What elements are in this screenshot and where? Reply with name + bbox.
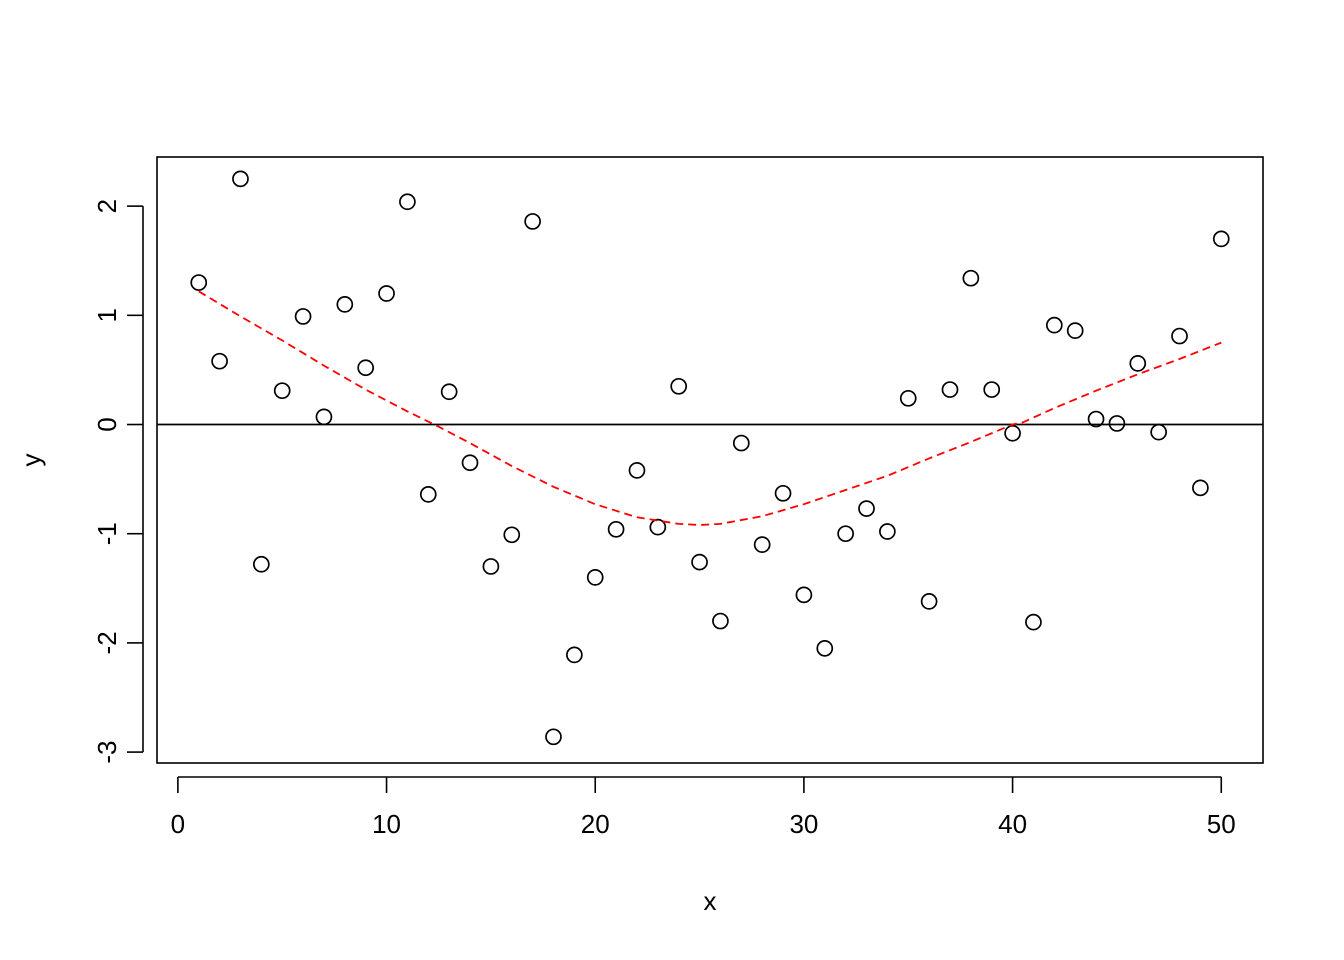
data-point <box>524 213 541 230</box>
data-point <box>1212 230 1230 248</box>
x-axis: 0 10 20 30 40 50 <box>171 776 1236 839</box>
data-point <box>1066 322 1084 339</box>
plot-frame <box>156 156 1264 764</box>
data-point <box>1129 355 1147 372</box>
data-point <box>482 558 500 575</box>
data-point <box>252 555 270 573</box>
data-point <box>232 170 249 188</box>
data-point <box>336 296 354 313</box>
data-point <box>378 285 395 302</box>
data-point <box>503 526 521 544</box>
x-tick-label: 10 <box>372 809 401 839</box>
data-point <box>920 593 938 610</box>
data-point <box>816 640 834 657</box>
data-point <box>712 612 729 630</box>
data-point <box>732 434 750 452</box>
data-point <box>461 454 479 472</box>
data-point <box>670 377 688 395</box>
data-point <box>1087 410 1105 428</box>
data-point <box>1150 423 1168 441</box>
data-point <box>586 569 604 586</box>
data-point <box>211 352 228 370</box>
data-point <box>399 193 416 211</box>
y-tick-label: 2 <box>92 199 122 213</box>
x-tick-label: 30 <box>789 809 818 839</box>
data-point <box>983 381 1001 398</box>
data-point <box>941 381 959 398</box>
y-tick-label: -3 <box>92 741 122 764</box>
y-tick-label: 0 <box>92 417 122 431</box>
y-tick-label: 1 <box>92 308 122 322</box>
y-axis-title: y <box>16 454 46 467</box>
data-point <box>273 382 291 400</box>
data-point <box>962 269 980 287</box>
data-point <box>774 484 792 502</box>
x-tick-label: 0 <box>171 809 185 839</box>
data-point <box>1004 424 1021 442</box>
data-point <box>419 486 437 503</box>
x-axis-title: x <box>704 886 717 916</box>
x-tick-label: 20 <box>581 809 610 839</box>
data-point <box>294 308 312 325</box>
plot-area <box>156 156 1264 764</box>
data-point <box>357 359 375 377</box>
y-axis: -3 -2 -1 0 1 2 <box>92 199 144 764</box>
data-point <box>795 586 813 604</box>
x-tick-label: 50 <box>1207 809 1236 839</box>
data-point <box>628 462 646 479</box>
data-point <box>440 383 458 401</box>
data-point <box>545 728 562 746</box>
data-point <box>1045 316 1063 334</box>
data-point <box>315 408 333 426</box>
data-point <box>691 553 708 571</box>
data-point <box>879 523 896 540</box>
data-point <box>1171 327 1188 345</box>
data-point <box>1108 415 1126 432</box>
data-point <box>190 274 208 291</box>
data-point <box>566 646 583 664</box>
data-point <box>858 500 875 517</box>
data-point <box>1192 479 1209 497</box>
data-point <box>899 389 917 407</box>
data-point <box>753 536 771 553</box>
y-tick-label: -2 <box>92 631 122 654</box>
data-point <box>837 525 854 543</box>
data-point <box>1025 613 1042 631</box>
y-tick-label: -1 <box>92 522 122 545</box>
data-point <box>607 520 625 538</box>
trend-line <box>198 290 1222 526</box>
data-point <box>649 518 667 536</box>
x-tick-label: 40 <box>998 809 1027 839</box>
